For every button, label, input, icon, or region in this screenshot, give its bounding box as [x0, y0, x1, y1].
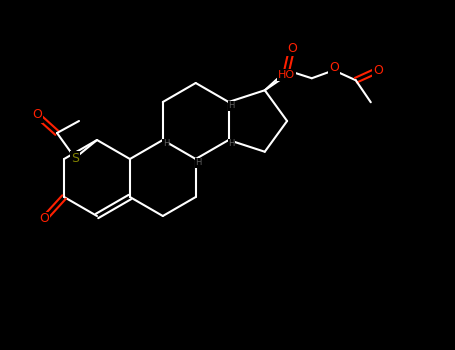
Text: S: S [71, 152, 79, 164]
Text: H: H [162, 140, 169, 148]
Text: HO: HO [278, 70, 295, 80]
Text: H: H [196, 159, 202, 168]
Text: H: H [228, 140, 235, 148]
Text: O: O [329, 61, 339, 74]
Text: O: O [287, 42, 297, 55]
Text: O: O [32, 108, 42, 121]
Text: O: O [39, 212, 49, 225]
Text: H: H [228, 102, 235, 111]
Text: O: O [373, 64, 383, 77]
